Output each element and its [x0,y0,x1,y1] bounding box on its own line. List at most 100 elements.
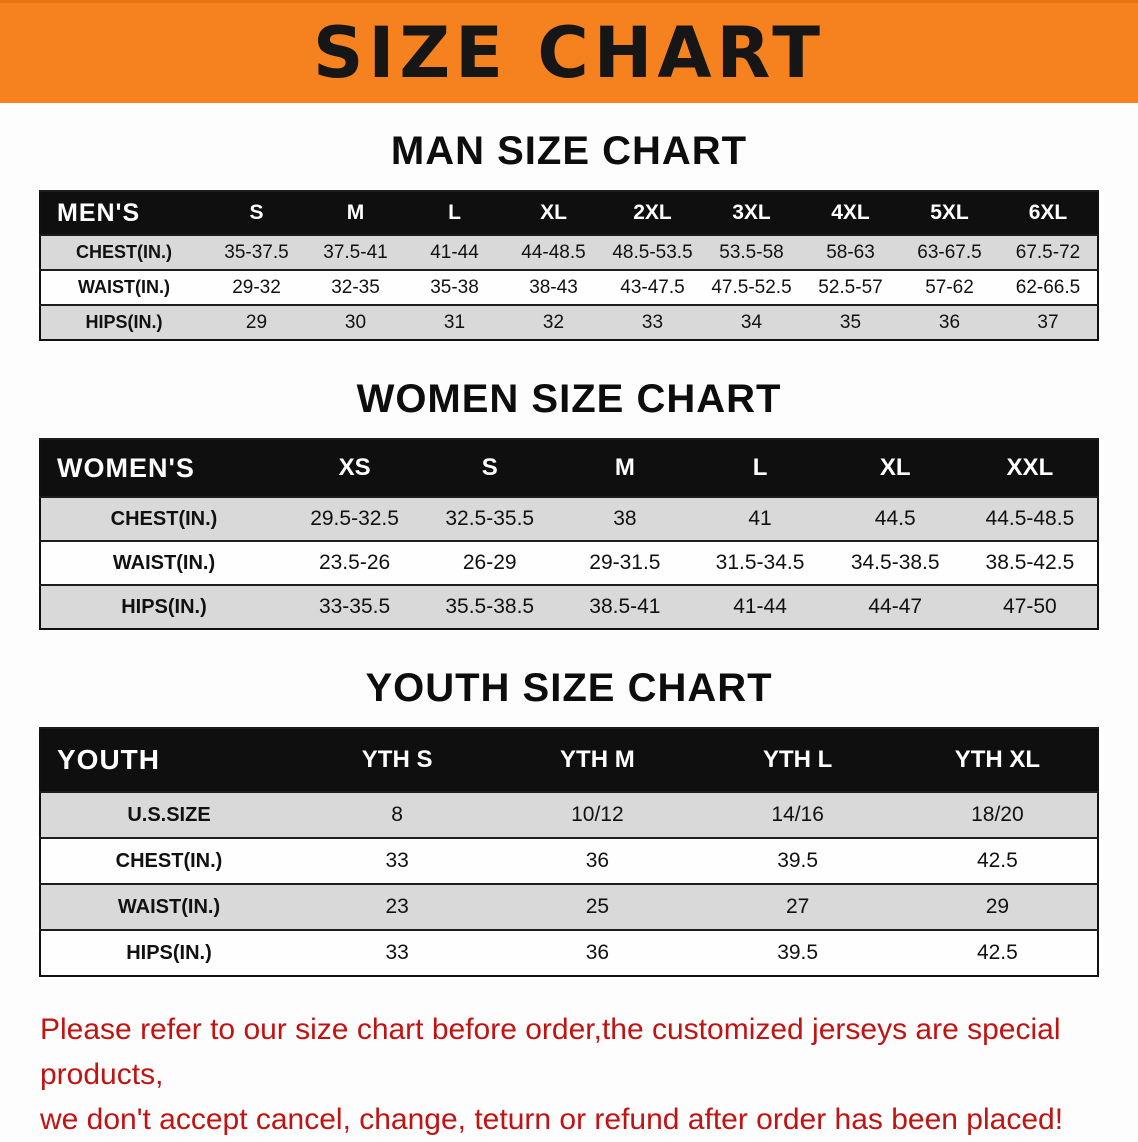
value-cell: 23 [297,883,498,930]
row-label-cell: HIPS(IN.) [40,929,297,976]
size-header-cell: YTH L [697,727,898,792]
value-cell: 29 [897,883,1098,930]
value-cell: 33 [603,304,702,340]
value-cell: 44.5 [827,496,963,541]
value-cell: 52.5-57 [801,269,900,305]
row-label-cell: CHEST(IN.) [40,234,207,270]
value-cell: 32.5-35.5 [422,496,558,541]
size-header-cell: 2XL [603,190,702,235]
value-cell: 31 [405,304,504,340]
row-label-cell: HIPS(IN.) [40,304,207,340]
value-cell: 35.5-38.5 [422,584,558,629]
women-size-table: WOMEN'S XS S M L XL XXL CHEST(IN.) 29.5-32.5 32.5… [39,438,1099,630]
size-header-cell: XS [287,438,423,497]
row-label-cell: CHEST(IN.) [40,496,287,541]
youth-size-table: YOUTH YTH S YTH M YTH L YTH XL U.S.SIZE 8 10/12… [39,727,1099,977]
value-cell: 37.5-41 [306,234,405,270]
value-cell: 48.5-53.5 [603,234,702,270]
value-cell: 36 [497,837,698,884]
row-label-cell: WAIST(IN.) [40,540,287,585]
value-cell: 44.5-48.5 [962,496,1098,541]
value-cell: 8 [297,791,498,838]
size-header-cell: 6XL [999,190,1098,235]
value-cell: 32-35 [306,269,405,305]
value-cell: 41-44 [692,584,828,629]
men-size-table: MEN'S S M L XL 2XL 3XL 4XL 5XL 6XL CHEST(IN.) 35-37… [39,190,1099,341]
size-header-cell: YTH XL [897,727,1098,792]
value-cell: 58-63 [801,234,900,270]
value-cell: 29-32 [207,269,306,305]
value-cell: 35-38 [405,269,504,305]
value-cell: 26-29 [422,540,558,585]
size-header-cell: M [557,438,693,497]
women-section-title: WOMEN SIZE CHART [356,377,782,421]
table-row: U.S.SIZE 8 10/12 14/16 18/20 [40,791,1098,838]
table-row: WAIST(IN.) 29-32 32-35 35-38 38-43 43-47.5 47.… [40,269,1098,305]
youth-size-section: YOUTH SIZE CHART YOUTH YTH S YTH M YTH L YTH… [0,666,1138,977]
women-size-section: WOMEN SIZE CHART WOMEN'S XS S M L XL XXL CHEST(… [0,377,1138,630]
value-cell: 27 [697,883,898,930]
size-header-cell: YTH S [297,727,498,792]
value-cell: 63-67.5 [900,234,999,270]
footer-line-1: Please refer to our size chart before or… [40,1013,1061,1091]
value-cell: 33 [297,837,498,884]
value-cell: 35 [801,304,900,340]
value-cell: 57-62 [900,269,999,305]
page-title: SIZE CHART [312,12,826,94]
value-cell: 36 [497,929,698,976]
table-row: HIPS(IN.) 33 36 39.5 42.5 [40,929,1098,976]
value-cell: 38.5-41 [557,584,693,629]
row-label-cell: WAIST(IN.) [40,883,297,930]
row-label-cell: WAIST(IN.) [40,269,207,305]
banner: SIZE CHART [0,0,1138,103]
row-label-cell: HIPS(IN.) [40,584,287,629]
value-cell: 47.5-52.5 [702,269,801,305]
value-cell: 43-47.5 [603,269,702,305]
table-row: WAIST(IN.) 23 25 27 29 [40,883,1098,930]
youth-section-title: YOUTH SIZE CHART [365,666,773,710]
table-row: WAIST(IN.) 23.5-26 26-29 29-31.5 31.5-34.5 34… [40,540,1098,585]
value-cell: 42.5 [897,929,1098,976]
value-cell: 29-31.5 [557,540,693,585]
row-label-cell: U.S.SIZE [40,791,297,838]
table-header-row: WOMEN'S XS S M L XL XXL [40,438,1098,497]
value-cell: 47-50 [962,584,1098,629]
table-row: HIPS(IN.) 33-35.5 35.5-38.5 38.5-41 41-44 44-… [40,584,1098,629]
value-cell: 10/12 [497,791,698,838]
table-row: CHEST(IN.) 29.5-32.5 32.5-35.5 38 41 44.5 44.5… [40,496,1098,541]
size-header-cell: XL [504,190,603,235]
value-cell: 23.5-26 [287,540,423,585]
table-title-cell: YOUTH [40,727,297,792]
value-cell: 41 [692,496,828,541]
table-row: HIPS(IN.) 29 30 31 32 33 34 35 36 37 [40,304,1098,340]
size-header-cell: XL [827,438,963,497]
footer-line-2: we don't accept cancel, change, teturn o… [40,1103,1064,1136]
value-cell: 18/20 [897,791,1098,838]
value-cell: 67.5-72 [999,234,1098,270]
size-header-cell: 4XL [801,190,900,235]
size-header-cell: M [306,190,405,235]
value-cell: 62-66.5 [999,269,1098,305]
table-title-cell: MEN'S [40,190,207,235]
size-header-cell: 5XL [900,190,999,235]
row-label-cell: CHEST(IN.) [40,837,297,884]
size-header-cell: L [692,438,828,497]
value-cell: 30 [306,304,405,340]
value-cell: 39.5 [697,929,898,976]
value-cell: 42.5 [897,837,1098,884]
table-row: CHEST(IN.) 33 36 39.5 42.5 [40,837,1098,884]
value-cell: 38-43 [504,269,603,305]
size-header-cell: S [207,190,306,235]
value-cell: 29.5-32.5 [287,496,423,541]
table-header-row: YOUTH YTH S YTH M YTH L YTH XL [40,727,1098,792]
value-cell: 32 [504,304,603,340]
value-cell: 38.5-42.5 [962,540,1098,585]
value-cell: 36 [900,304,999,340]
men-size-section: MAN SIZE CHART MEN'S S M L XL 2XL 3XL 4XL 5XL 6XL… [0,129,1138,341]
value-cell: 14/16 [697,791,898,838]
value-cell: 29 [207,304,306,340]
table-title-cell: WOMEN'S [40,438,287,497]
value-cell: 34.5-38.5 [827,540,963,585]
value-cell: 44-47 [827,584,963,629]
size-header-cell: XXL [962,438,1098,497]
